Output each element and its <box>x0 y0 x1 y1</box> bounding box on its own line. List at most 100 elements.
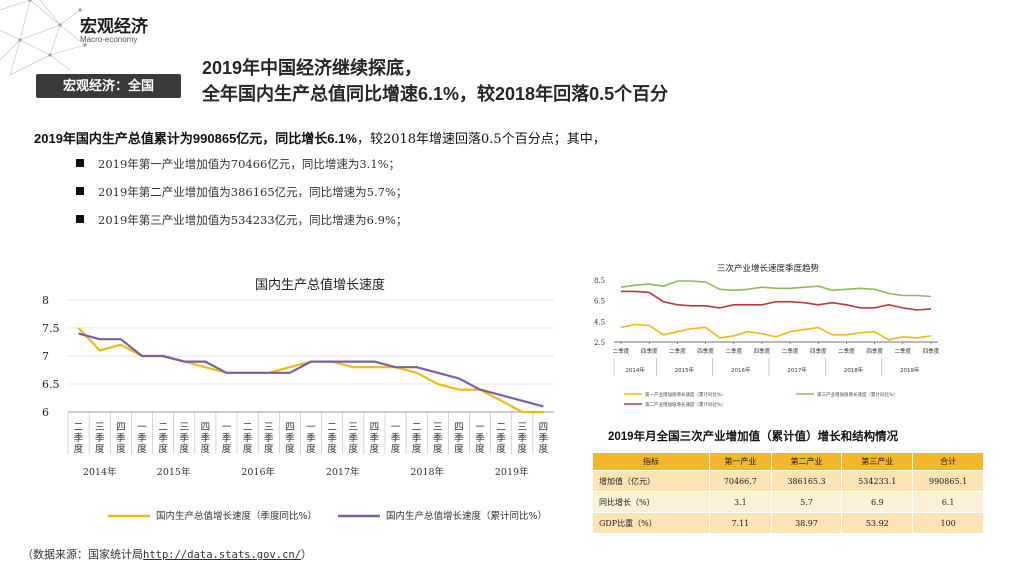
svg-text:度: 度 <box>222 443 232 455</box>
svg-text:三: 三 <box>349 422 359 433</box>
table-cell: 3.1 <box>709 491 772 513</box>
svg-text:一: 一 <box>391 422 401 433</box>
sector-x-tick-label: 四季度 <box>754 347 771 355</box>
gdp-x-tick-label: 二季度 <box>243 422 253 455</box>
table-cell: 增加值（亿元） <box>591 470 711 492</box>
header-title: 宏观经济 <box>80 17 148 36</box>
svg-text:四: 四 <box>539 422 549 433</box>
svg-text:度: 度 <box>349 443 359 455</box>
svg-text:季: 季 <box>433 432 443 444</box>
sector-primary-line <box>620 323 932 341</box>
sector-series-lines <box>620 280 932 341</box>
sector-year-label: 2016年 <box>731 366 751 374</box>
sector-tertiary-line <box>620 280 932 298</box>
gdp-x-tick-label: 四季度 <box>454 422 464 455</box>
source-link[interactable]: http://data.stats.gov.cn/ <box>143 549 302 561</box>
sector-legend-label-tertiary: 第三产业增加值增长速度（累计同比%） <box>817 391 898 398</box>
table-cell: 6.1 <box>912 491 984 513</box>
corner-mesh-decoration <box>0 0 87 75</box>
table-header-cell: 第一产业 <box>709 452 772 471</box>
svg-text:度: 度 <box>327 443 337 455</box>
summary-text: 2019年国内生产总值累计为990865亿元，同比增长6.1%，较2018年增速… <box>34 128 606 147</box>
svg-text:三: 三 <box>518 422 528 433</box>
gdp-x-tick-label: 四季度 <box>539 422 549 455</box>
svg-text:季: 季 <box>412 432 422 444</box>
sector-x-tick-label: 二季度 <box>782 347 799 355</box>
gdp-x-tick-label: 二季度 <box>496 422 506 455</box>
sector-y-tick-label: 4.5 <box>594 318 605 326</box>
svg-text:度: 度 <box>243 443 253 455</box>
gdp-x-tick-label: 二季度 <box>327 422 337 455</box>
svg-text:一: 一 <box>222 422 232 433</box>
bullet-item: 2019年第一产业增加值为70466亿元，同比增速为3.1%； <box>76 156 400 172</box>
gdp-x-tick-label: 一季度 <box>137 422 147 455</box>
table-header-cell: 指标 <box>591 452 711 471</box>
gdp-series-cumulative-line <box>78 332 544 408</box>
svg-text:四: 四 <box>285 422 295 433</box>
gdp-legend-label-cumulative: 国内生产总值增长速度（累计同比%） <box>386 510 547 522</box>
headline-line-2: 全年国内生产总值同比增速6.1%，较2018年回落0.5个百分 <box>202 84 669 104</box>
sector-legend-label-secondary: 第二产业增加值增长速度（累计同比%） <box>645 401 726 408</box>
sector-x-tick-label: 四季度 <box>641 347 658 355</box>
gdp-year-label: 2018年 <box>410 466 444 478</box>
gdp-legend-label-quarterly: 国内生产总值增长速度（季度同比%） <box>156 510 317 522</box>
gdp-year-label: 2015年 <box>157 466 191 478</box>
svg-text:季: 季 <box>116 432 126 444</box>
table-header-cell: 第二产业 <box>770 452 843 471</box>
sector-y-tick-label: 2.5 <box>594 339 605 347</box>
sector-growth-chart: 三次产业增长速度季度趋势 8.56.54.52.5 二季度 四季度 二季度 四季度 二季… <box>594 263 940 408</box>
sector-x-tick-label: 二季度 <box>725 347 742 355</box>
svg-text:度: 度 <box>74 443 84 455</box>
headline-line-1: 2019年中国经济继续探底， <box>202 58 423 78</box>
table-cell: 53.92 <box>841 512 914 534</box>
header-subtitle: Macro-economy <box>80 35 138 44</box>
table-row: 同比增长（%） 3.1 5.7 6.9 6.1 <box>591 491 984 513</box>
gdp-year-label: 2017年 <box>326 466 360 478</box>
svg-text:一: 一 <box>475 422 485 433</box>
svg-text:季: 季 <box>454 432 464 444</box>
gdp-y-tick-label: 7.5 <box>42 322 60 335</box>
gdp-x-tick-label: 二季度 <box>412 422 422 455</box>
gdp-x-tick-label: 二季度 <box>74 422 84 455</box>
table-cell: 386165.3 <box>770 470 843 492</box>
svg-text:三: 三 <box>179 422 189 433</box>
gdp-year-label: 2019年 <box>495 466 529 478</box>
svg-text:季: 季 <box>539 432 549 444</box>
svg-text:季: 季 <box>370 432 380 444</box>
sector-y-tick-label: 6.5 <box>594 298 605 306</box>
svg-text:度: 度 <box>201 443 211 455</box>
industry-structure-table: 指标 第一产业 第二产业 第三产业 合计 增加值（亿元） 70466.7 386… <box>591 452 984 534</box>
gdp-y-tick-label: 8 <box>42 294 49 307</box>
gdp-y-tick-label: 6.5 <box>42 378 60 391</box>
table-header-cell: 第三产业 <box>841 452 914 471</box>
sector-y-ticks: 8.5 6.5 4.5 2.5 <box>594 277 605 347</box>
sector-x-tick-label: 四季度 <box>866 347 883 355</box>
svg-text:四: 四 <box>370 422 380 433</box>
gdp-x-tick-label: 二季度 <box>158 422 168 455</box>
svg-text:季: 季 <box>222 432 232 444</box>
gdp-x-tick-label: 四季度 <box>285 422 295 455</box>
sector-year-label: 2019年 <box>900 366 920 374</box>
svg-text:季: 季 <box>306 432 316 444</box>
svg-text:一: 一 <box>137 422 147 433</box>
gdp-chart-title: 国内生产总值增长速度 <box>255 277 385 292</box>
svg-text:度: 度 <box>496 443 506 455</box>
table-title: 2019年月全国三次产业增加值（累计值）增长和结构情况 <box>608 431 899 443</box>
sector-secondary-line <box>621 290 932 311</box>
table-cell: 70466.7 <box>709 470 772 492</box>
svg-text:季: 季 <box>327 432 337 444</box>
svg-text:度: 度 <box>433 443 443 455</box>
svg-text:二: 二 <box>327 422 337 433</box>
svg-text:季: 季 <box>95 432 105 444</box>
svg-text:二: 二 <box>412 422 422 433</box>
table-cell: 534233.1 <box>841 470 914 492</box>
sector-year-label: 2014年 <box>625 366 645 374</box>
svg-text:度: 度 <box>264 443 274 455</box>
table-header-cell: 合计 <box>912 452 984 471</box>
square-bullet-icon <box>76 187 84 195</box>
gdp-x-tick-label: 一季度 <box>306 422 316 455</box>
sector-year-label: 2018年 <box>844 366 864 374</box>
sector-year-label: 2017年 <box>787 366 807 374</box>
sector-year-label: 2015年 <box>675 366 695 374</box>
table-cell: 7.11 <box>709 512 772 534</box>
